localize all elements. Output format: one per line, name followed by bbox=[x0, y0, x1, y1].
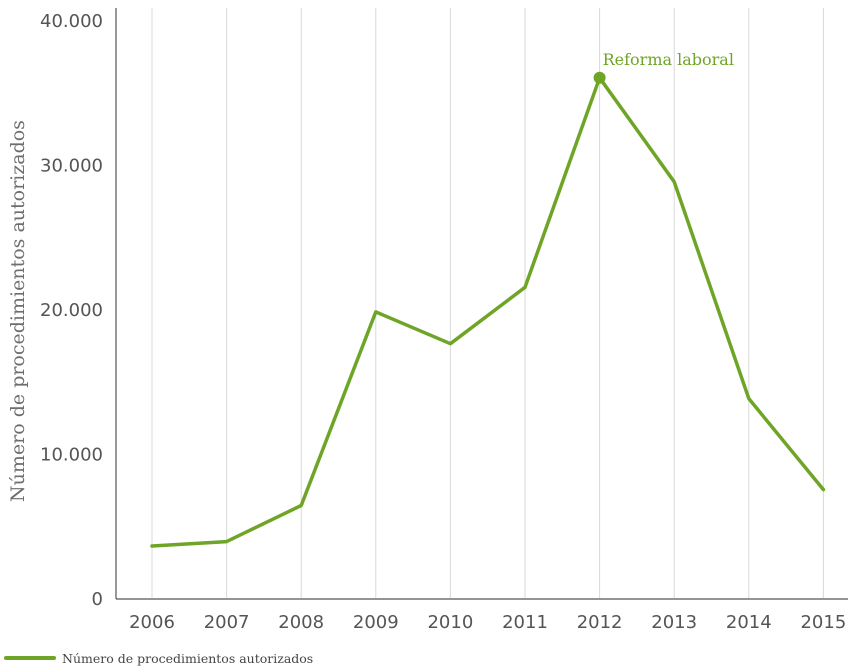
x-tick-label: 2007 bbox=[204, 612, 250, 633]
series-layer bbox=[150, 76, 826, 548]
x-tick-label: 2006 bbox=[129, 612, 175, 633]
y-tick-label: 40.000 bbox=[40, 11, 103, 32]
x-tick-label: 2015 bbox=[800, 612, 846, 633]
y-tick-label: 10.000 bbox=[40, 445, 103, 466]
y-tick-label: 30.000 bbox=[40, 156, 103, 177]
legend: Número de procedimientos autorizados bbox=[4, 651, 313, 666]
grid-lines bbox=[151, 8, 824, 598]
x-tick-label: 2008 bbox=[278, 612, 324, 633]
x-tick-label: 2009 bbox=[353, 612, 399, 633]
x-tick-label: 2014 bbox=[726, 612, 772, 633]
annotation-label: Reforma laboral bbox=[603, 50, 734, 69]
x-tick-label: 2010 bbox=[427, 612, 473, 633]
x-tick-label: 2011 bbox=[502, 612, 548, 633]
x-tick-label: 2012 bbox=[577, 612, 623, 633]
axes bbox=[115, 8, 848, 600]
series-line-0 bbox=[150, 76, 826, 548]
y-tick-label: 20.000 bbox=[40, 300, 103, 321]
annotation: Reforma laboral bbox=[593, 50, 734, 84]
x-tick-label: 2013 bbox=[651, 612, 697, 633]
y-axis-label: Número de procedimientos autorizados bbox=[7, 120, 29, 502]
y-tick-label: 0 bbox=[92, 589, 103, 610]
legend-label: Número de procedimientos autorizados bbox=[62, 651, 313, 666]
y-tick-labels: 0 10.000 20.000 30.000 40.000 bbox=[40, 11, 103, 610]
x-tick-labels: 2006 2007 2008 2009 2010 2011 2012 2013 2014 2015 bbox=[129, 612, 846, 633]
annotation-point bbox=[593, 71, 606, 84]
